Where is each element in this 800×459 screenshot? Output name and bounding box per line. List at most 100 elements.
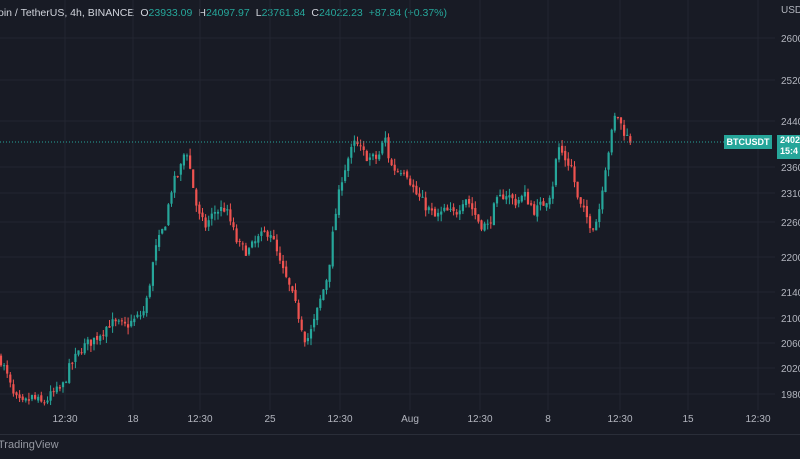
candle-body [545,203,548,208]
candle-body [145,297,148,313]
price-tick-label: 2310 [781,189,800,200]
candle-body [461,204,464,212]
candle-body [195,189,198,206]
candle-body [238,241,241,243]
candle-body [136,314,139,318]
candle-body [604,170,607,192]
price-tick-label: 2020 [781,364,800,375]
candle-body [570,165,573,167]
candle-body [303,331,306,343]
candle-body [433,208,437,217]
candle-body [133,318,136,323]
candle-body [613,115,616,131]
candle-body [213,212,216,214]
candle-body [272,235,275,240]
candle-body [430,208,433,211]
candle-body [567,158,570,166]
candle-body [486,223,489,225]
candle-body [285,266,288,277]
candle-body [322,289,325,301]
candle-body [402,172,406,174]
candle-body [306,338,309,342]
candle-body [120,320,123,322]
candle-body [37,396,40,401]
candle-body [353,140,356,146]
candle-body [92,337,96,345]
candle-body [170,192,173,204]
candle-body [443,207,446,211]
candle-body [582,205,585,208]
candle-body [99,335,102,341]
candle-body [282,260,285,269]
candle-body [158,234,161,247]
candle-body [111,319,114,327]
candle-body [554,159,557,186]
candle-series [0,112,632,406]
candle-body [629,136,632,143]
candle-body [223,207,226,212]
candle-body [58,387,61,389]
candle-body [9,374,12,383]
candle-body [198,204,201,214]
candle-body [18,394,21,399]
candle-body [247,248,251,255]
price-axis: 2600 2520 2440 2360 2310 2260 2200 2140 2100 2060… [781,34,800,401]
candle-body [455,212,458,215]
candle-body [365,150,368,162]
candle-body [409,178,412,185]
candle-body [269,235,272,238]
price-tick-label: 2100 [781,314,800,325]
candle-body [359,145,362,147]
candle-body [347,158,350,171]
candle-body [533,204,536,215]
candle-body [399,173,402,175]
candle-body [595,221,598,231]
candle-body [52,391,55,393]
candle-body [207,220,210,227]
candle-body [362,146,365,150]
candle-body [161,228,164,234]
candle-body [406,171,409,178]
candle-body [49,391,52,401]
candle-body [530,203,533,205]
price-tick-label: 2260 [781,218,800,229]
candle-body [130,320,133,327]
candle-body [229,209,232,222]
candle-body [337,189,340,215]
candle-body [579,197,582,204]
price-tick-label: 2520 [781,76,800,87]
last-price-value: 2402 [780,135,800,145]
open-value: 23933.09 [148,7,193,19]
candle-body [393,164,396,171]
candle-body [585,206,588,218]
candle-body [15,392,18,396]
candle-body [55,386,58,393]
candle-body [446,207,449,211]
candle-body [46,400,49,403]
price-chart[interactable]: 2600 2520 2440 2360 2310 2260 2200 2140 2100 2060… [0,0,800,434]
price-tick-label: 2440 [781,117,800,128]
candle-body [297,302,300,319]
candle-body [471,203,474,210]
candle-body [514,198,517,206]
candle-body [424,197,427,211]
candle-body [164,226,167,231]
candle-body [561,145,564,153]
candle-body [40,395,43,402]
candle-body [96,335,99,340]
candle-body [71,362,74,364]
time-tick-label: 12:30 [187,414,212,425]
candle-body [257,236,260,243]
candle-body [564,150,567,161]
candle-body [610,129,613,153]
candle-body [319,298,322,308]
candle-body [275,239,278,252]
low-value: 23761.84 [261,7,306,19]
candle-body [412,184,415,188]
tradingview-brand[interactable]: TradingView [0,439,59,451]
candle-body [449,208,452,210]
candle-body [43,402,46,404]
candle-body [371,154,375,157]
candle-body [331,231,334,267]
